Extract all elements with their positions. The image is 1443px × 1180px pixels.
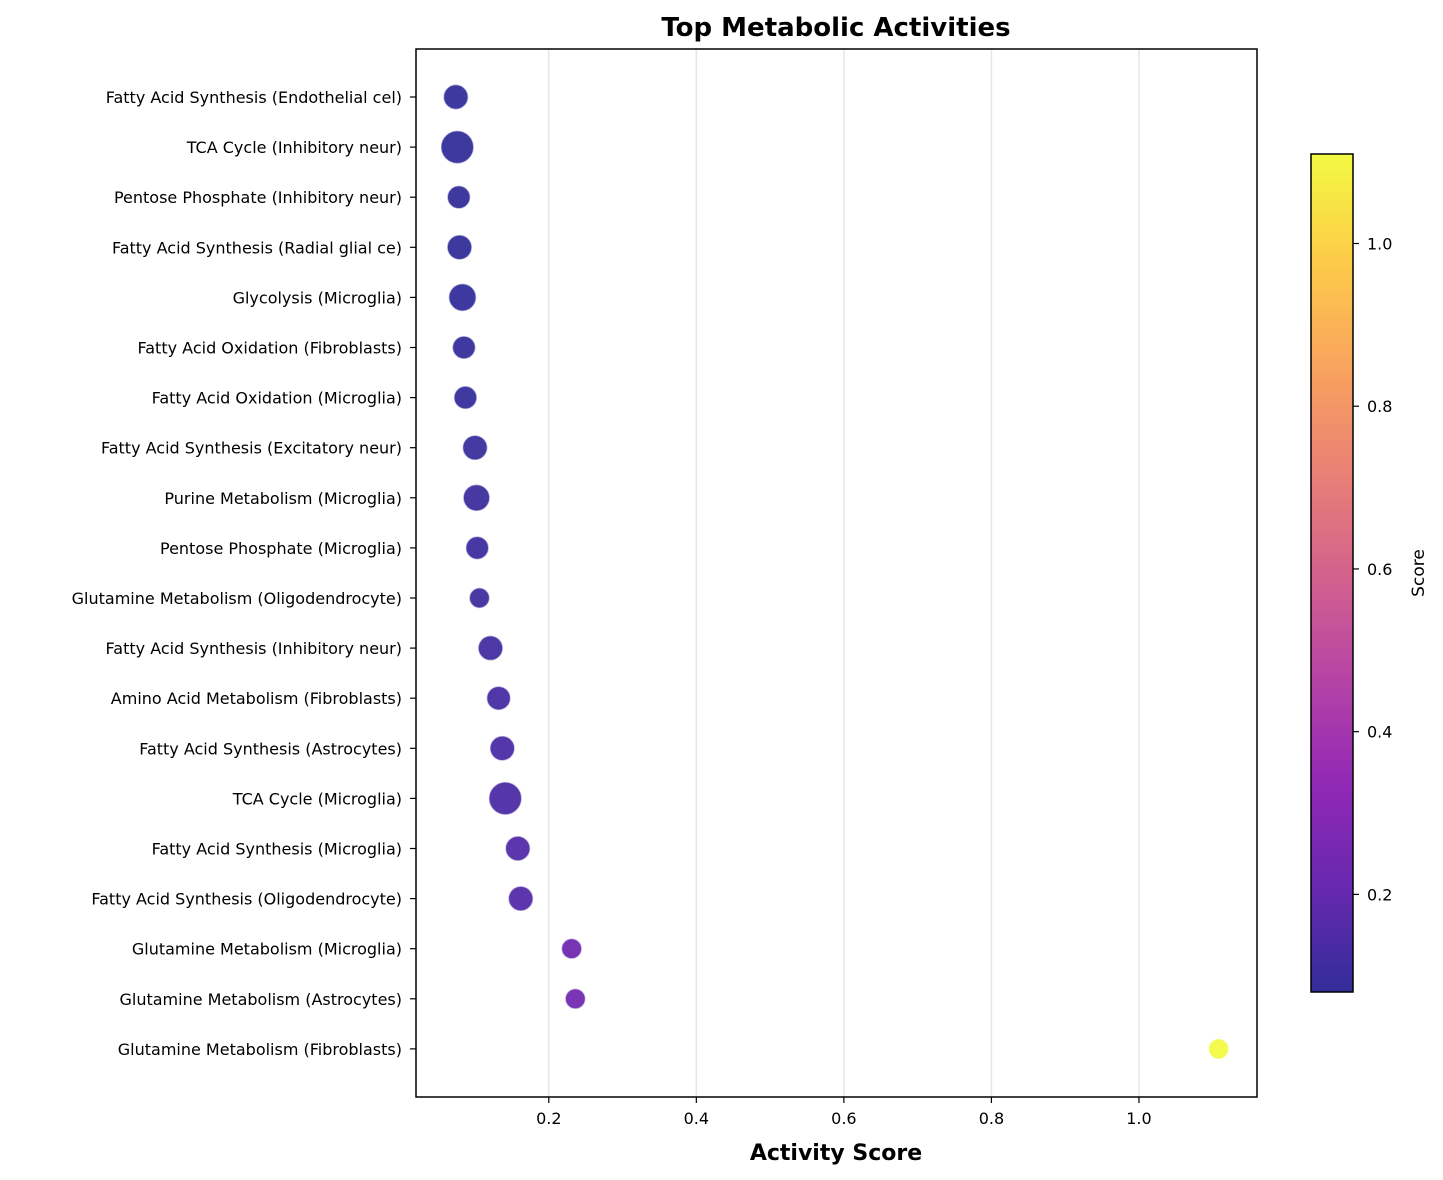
data-point [477,634,504,662]
data-point [488,781,523,816]
data-point [489,735,516,762]
x-tick-label: 0.2 [536,1109,561,1128]
data-point [560,937,583,960]
data-point [485,685,512,711]
colorbar-tick-label: 0.2 [1367,885,1392,904]
x-axis-ticks: 0.2 0.4 0.6 0.8 1.0 [536,1097,1152,1128]
y-tick-label: TCA Cycle (Inhibitory neur) [186,138,402,157]
data-point [451,335,477,360]
data-point [446,234,473,261]
data-point [440,129,475,165]
plot-frame [415,48,1258,1098]
data-point [461,434,489,461]
y-tick-label: Glutamine Metabolism (Astrocytes) [119,990,402,1009]
colorbar-tick-label: 0.6 [1367,560,1392,579]
y-tick-label: Fatty Acid Synthesis (Astrocytes) [139,739,402,758]
chart-title: Top Metabolic Activities [661,13,1010,43]
x-tick-label: 0.4 [684,1109,709,1128]
y-tick-label: Fatty Acid Synthesis (Oligodendrocyte) [91,890,402,909]
colorbar-tick-label: 0.4 [1367,723,1392,742]
data-point [564,987,587,1010]
x-tick-label: 1.0 [1126,1109,1151,1128]
data-point [453,385,478,410]
x-axis-label: Activity Score [750,1141,922,1166]
x-tick-label: 0.6 [831,1109,856,1128]
data-point [442,83,470,111]
y-tick-label: Pentose Phosphate (Microglia) [160,539,402,558]
y-tick-label: Glycolysis (Microglia) [233,288,402,307]
colorbar-frame [1310,153,1354,993]
y-tick-label: Fatty Acid Synthesis (Radial glial ce) [112,238,402,257]
y-tick-label: Glutamine Metabolism (Microglia) [132,940,402,959]
y-tick-label: Fatty Acid Oxidation (Microglia) [152,389,402,408]
data-point [507,885,534,912]
y-tick-label: Fatty Acid Synthesis (Inhibitory neur) [106,639,402,658]
data-points [440,83,1230,1060]
y-tick-label: Purine Metabolism (Microglia) [164,489,402,508]
y-tick-label: Glutamine Metabolism (Oligodendrocyte) [72,589,402,608]
data-point [1207,1037,1230,1060]
y-tick-label: Amino Acid Metabolism (Fibroblasts) [111,689,402,708]
y-tick-label: TCA Cycle (Microglia) [232,789,402,808]
data-point [468,587,491,609]
colorbar [1311,154,1353,992]
colorbar-tick-label: 0.8 [1367,397,1392,416]
data-point [464,535,490,561]
colorbar-ticks: 0.2 0.4 0.6 0.8 1.0 [1353,234,1392,904]
y-tick-label: Fatty Acid Oxidation (Fibroblasts) [138,339,402,358]
colorbar-label: Score [1409,549,1429,597]
data-point [462,483,491,512]
gridlines [548,49,1140,1097]
x-tick-label: 0.8 [979,1109,1004,1128]
y-tick-label: Glutamine Metabolism (Fibroblasts) [118,1040,402,1059]
data-point [504,835,532,862]
y-tick-label: Fatty Acid Synthesis (Endothelial cel) [106,88,402,107]
y-tick-label: Fatty Acid Synthesis (Excitatory neur) [101,439,402,458]
y-axis-labels: Fatty Acid Synthesis (Endothelial cel) TC… [72,88,416,1059]
data-point [447,282,478,312]
colorbar-tick-label: 1.0 [1367,234,1392,253]
y-tick-label: Pentose Phosphate (Inhibitory neur) [114,188,402,207]
data-point [446,184,472,210]
y-tick-label: Fatty Acid Synthesis (Microglia) [152,840,402,859]
